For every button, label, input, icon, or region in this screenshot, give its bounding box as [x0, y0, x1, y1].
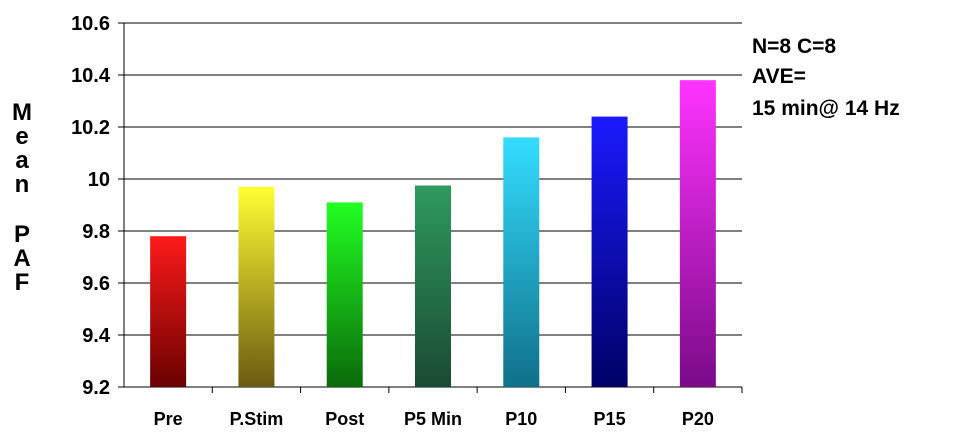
y-axis-label-letter: e	[15, 123, 28, 150]
x-tick-label: Pre	[154, 409, 183, 429]
y-axis-label-letter: P	[14, 221, 30, 248]
x-tick-label: P10	[505, 409, 537, 429]
x-tick-label: P20	[682, 409, 714, 429]
y-tick-label: 10.6	[71, 13, 110, 35]
y-tick-label: 10	[88, 169, 110, 191]
x-tick-label: P5 Min	[404, 409, 462, 429]
bar	[591, 116, 628, 387]
y-axis-label-letter: M	[12, 99, 32, 126]
x-tick-label: P15	[594, 409, 626, 429]
x-tick-label: P.Stim	[230, 409, 284, 429]
y-tick-label: 9.8	[82, 221, 110, 243]
y-tick-label: 10.2	[71, 117, 110, 139]
annotation-line-2: AVE=	[752, 65, 806, 88]
y-tick-label: 10.4	[71, 65, 111, 87]
y-axis-label-letter: F	[15, 269, 30, 296]
bar	[150, 236, 187, 387]
bar	[679, 80, 716, 387]
y-axis-label-letter: A	[13, 245, 30, 272]
bar	[415, 185, 451, 387]
bar	[503, 137, 540, 387]
y-tick-label: 9.6	[82, 273, 110, 295]
annotation-line-3: 15 min@ 14 Hz	[752, 97, 900, 120]
annotation-line-1: N=8 C=8	[752, 35, 837, 58]
bar	[238, 186, 275, 387]
y-tick-label: 9.2	[82, 377, 110, 399]
y-axis-label-letter: n	[15, 171, 30, 198]
x-tick-label: Post	[325, 409, 364, 429]
y-axis-label-letter: a	[15, 147, 29, 174]
y-tick-label: 9.4	[82, 325, 111, 347]
bar	[326, 202, 363, 387]
